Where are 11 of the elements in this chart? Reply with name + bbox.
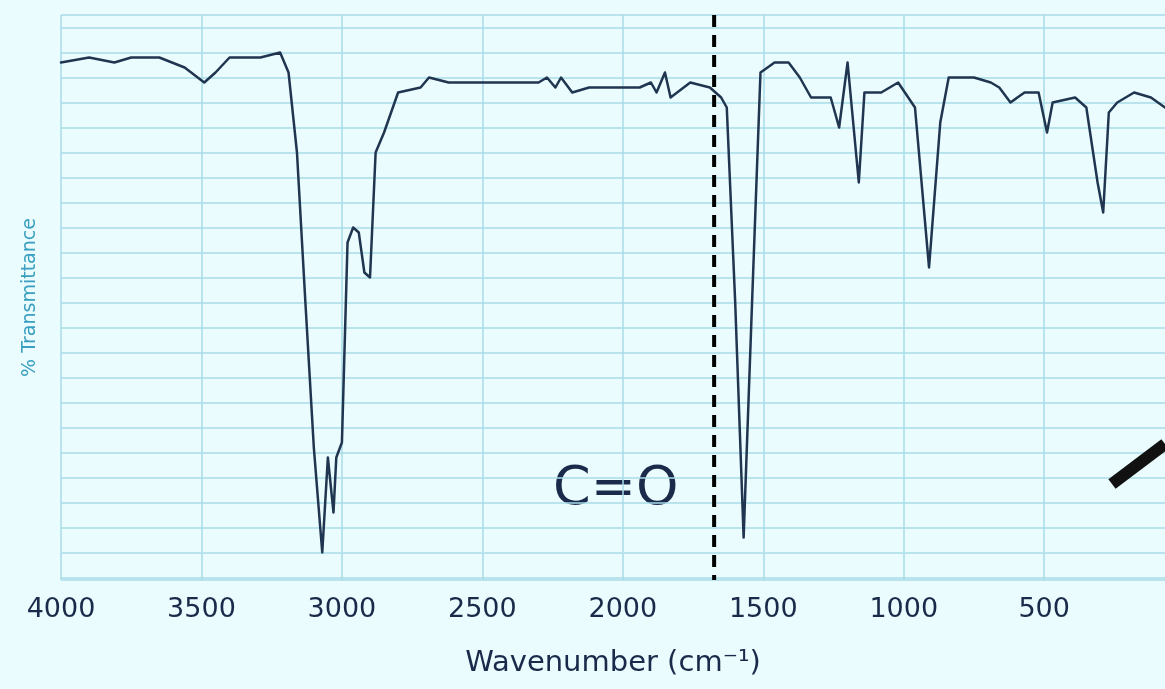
x-axis-title: Wavenumber (cm⁻¹) [465,643,761,678]
x-tick-label: 3000 [307,592,377,623]
x-tick-label: 2500 [448,592,517,623]
annotation: C=O [553,453,679,517]
x-tick-label: 1500 [728,592,798,623]
x-tick-label: 1000 [869,592,939,623]
x-tick-label: 3500 [167,592,236,623]
y-axis-title: % Transmittance [16,218,39,377]
x-tick-label: 500 [1018,592,1070,623]
x-tick-label: 4000 [26,592,96,623]
x-tick-label: 2000 [588,592,658,623]
